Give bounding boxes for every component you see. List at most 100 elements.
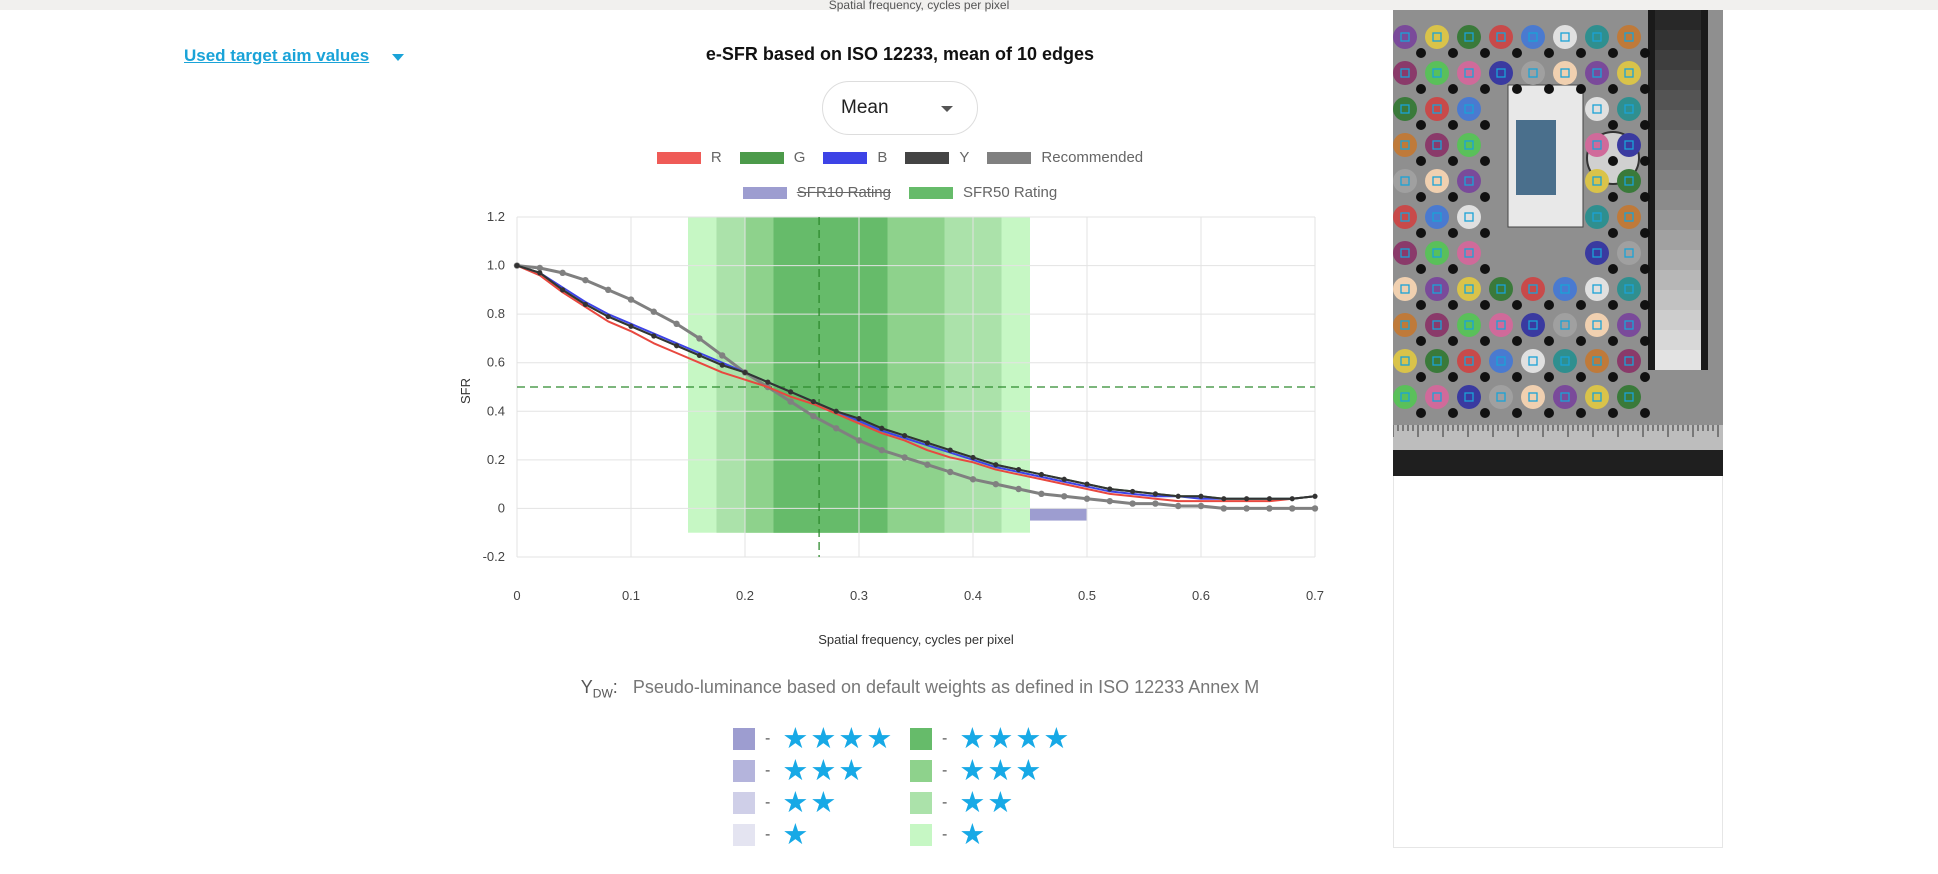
- grayscale-step: [1655, 70, 1701, 90]
- data-point-recommended: [810, 412, 817, 420]
- legend-label: SFR10 Rating: [796, 184, 891, 201]
- chart-legend-ratings: SFR10 Rating SFR50 Rating: [500, 184, 1300, 201]
- patch-marker: [1464, 212, 1474, 222]
- registration-dot: [1576, 408, 1586, 418]
- color-patch: [1585, 313, 1609, 337]
- patch-marker: [1432, 104, 1442, 114]
- series-line-recommended: [516, 264, 1315, 510]
- rating-key-sfr10-4: - ★★★★: [733, 724, 894, 754]
- legend-item-sfr50-rating[interactable]: SFR50 Rating: [909, 184, 1057, 201]
- registration-dot: [1416, 264, 1426, 274]
- data-point-y: [924, 440, 930, 446]
- color-patch: [1457, 97, 1481, 121]
- legend-item-y[interactable]: Y: [905, 149, 969, 166]
- registration-dot: [1448, 120, 1458, 130]
- patch-marker: [1560, 68, 1570, 78]
- data-point-y: [833, 408, 839, 414]
- registration-dot: [1512, 336, 1522, 346]
- color-patch: [1425, 241, 1449, 265]
- patch-marker: [1432, 284, 1442, 294]
- registration-dot: [1608, 300, 1618, 310]
- slanted-edge-target: [1516, 120, 1556, 195]
- grayscale-step: [1655, 230, 1701, 250]
- star-icon: ★: [959, 819, 988, 851]
- legend-label: Y: [959, 149, 970, 166]
- patch-marker: [1496, 68, 1506, 78]
- chevron-down-icon[interactable]: [392, 54, 404, 61]
- registration-dot: [1512, 408, 1522, 418]
- chart-title: e-SFR based on ISO 12233, mean of 10 edg…: [705, 44, 1095, 64]
- registration-dot: [1608, 156, 1618, 166]
- data-point-recommended: [878, 446, 885, 454]
- patch-marker: [1592, 104, 1602, 114]
- grayscale-step: [1655, 270, 1701, 290]
- data-point-y: [582, 301, 588, 308]
- ydw-symbol: YDW:: [581, 677, 618, 701]
- data-point-y: [605, 313, 611, 320]
- registration-dot: [1544, 408, 1554, 418]
- data-point-recommended: [582, 276, 589, 284]
- registration-dot: [1608, 120, 1618, 130]
- rating-swatch: [733, 728, 755, 750]
- color-patch: [1585, 241, 1609, 265]
- registration-dot: [1448, 372, 1458, 382]
- registration-dot: [1640, 84, 1650, 94]
- registration-dot: [1416, 120, 1426, 130]
- rating-swatch: [910, 792, 932, 814]
- legend-item-r[interactable]: R: [656, 149, 722, 166]
- registration-dot: [1640, 300, 1650, 310]
- color-patch: [1393, 61, 1417, 85]
- data-point-recommended: [924, 461, 931, 468]
- aggregation-select[interactable]: Mean: [822, 81, 978, 135]
- cut-off-axis-label: Spatial frequency, cycles per pixel: [828, 0, 1010, 12]
- grayscale-step: [1655, 130, 1701, 150]
- color-patch: [1585, 133, 1609, 157]
- patch-marker: [1496, 320, 1506, 330]
- rating-dash: -: [942, 826, 948, 843]
- registration-dot: [1480, 372, 1490, 382]
- registration-dot: [1480, 48, 1490, 58]
- color-patch: [1521, 25, 1545, 49]
- legend-item-b[interactable]: B: [823, 149, 887, 166]
- registration-dot: [1480, 408, 1490, 418]
- patch-marker: [1400, 140, 1410, 150]
- data-point-y: [1266, 496, 1272, 502]
- registration-dot: [1608, 228, 1618, 238]
- registration-dot: [1608, 372, 1618, 382]
- color-patch: [1425, 313, 1449, 337]
- color-patch: [1425, 25, 1449, 49]
- registration-dot: [1416, 228, 1426, 238]
- grayscale-step: [1655, 190, 1701, 210]
- patch-marker: [1624, 392, 1634, 402]
- patch-marker: [1432, 140, 1442, 150]
- registration-dot: [1448, 84, 1458, 94]
- rating-dash: -: [765, 730, 771, 747]
- data-point-y: [696, 352, 702, 359]
- rating-key-sfr50-4: - ★★★★: [910, 724, 1071, 754]
- patch-marker: [1432, 68, 1442, 78]
- color-patch: [1393, 169, 1417, 193]
- data-point-recommended: [696, 335, 703, 342]
- patch-marker: [1592, 356, 1602, 366]
- color-patch: [1393, 97, 1417, 121]
- legend-item-sfr10-rating[interactable]: SFR10 Rating: [742, 184, 891, 201]
- legend-label: Recommended: [1041, 149, 1144, 166]
- rating-key-sfr50-2: - ★★: [910, 788, 1015, 818]
- patch-marker: [1592, 32, 1602, 42]
- data-point-recommended: [627, 296, 635, 303]
- test-chart-image: [1393, 10, 1723, 476]
- registration-dot: [1576, 336, 1586, 346]
- patch-marker: [1496, 284, 1506, 294]
- grayscale-step: [1655, 150, 1701, 170]
- color-patch: [1553, 61, 1577, 85]
- star-icon: ★★★: [959, 755, 1044, 787]
- color-patch: [1489, 277, 1513, 301]
- rating-swatch: [733, 760, 755, 782]
- color-patch: [1489, 385, 1513, 409]
- used-target-aim-values-link[interactable]: Used target aim values: [184, 46, 370, 65]
- registration-dot: [1480, 84, 1490, 94]
- legend-item-g[interactable]: G: [739, 149, 805, 166]
- rating-key-sfr10-2: - ★★: [733, 788, 838, 818]
- legend-item-recommended[interactable]: Recommended: [987, 149, 1143, 166]
- registration-dot: [1480, 228, 1490, 238]
